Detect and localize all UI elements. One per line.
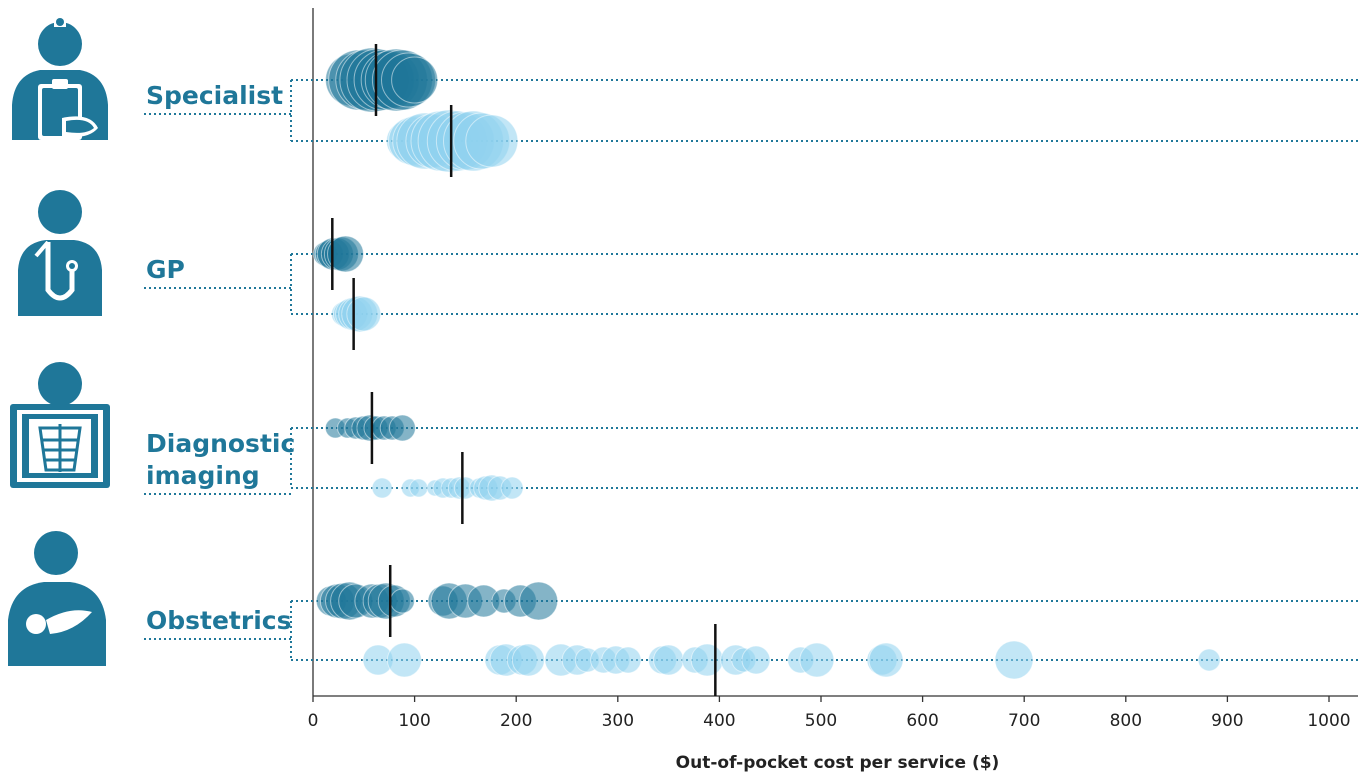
plot-area: 0 100 200 300 400 500 600 700 800 900 1000 Out-of-p… [144, 8, 1358, 773]
bubble-dark [388, 414, 416, 442]
x-tick-label: 100 [398, 711, 430, 731]
bubble-dark [391, 56, 439, 104]
bubble-light [371, 477, 393, 499]
bubble-dark [389, 588, 415, 614]
x-tick-label: 700 [1008, 711, 1040, 731]
bubble-light [511, 643, 545, 677]
x-tick-label: 200 [500, 711, 532, 731]
category-label: Obstetrics [146, 606, 291, 635]
bubble-light [741, 645, 771, 675]
category-icons [8, 18, 110, 666]
x-tick-label: 300 [602, 711, 634, 731]
bubble-light [614, 646, 642, 674]
bubble-light [653, 644, 685, 676]
bubble-light [465, 114, 519, 168]
x-tick-label: 800 [1110, 711, 1142, 731]
x-tick-label: 500 [805, 711, 837, 731]
category-label: GP [146, 255, 185, 284]
bubble-light [690, 643, 724, 677]
bubble-light [386, 642, 422, 678]
x-tick-label: 600 [906, 711, 938, 731]
x-axis-title: Out-of-pocket cost per service ($) [676, 753, 1000, 773]
x-tick-label: 0 [308, 711, 319, 731]
x-tick-label: 1000 [1307, 711, 1350, 731]
bubble-light [799, 642, 835, 678]
diagnostic-imaging-xray-icon [10, 362, 110, 488]
bubble-dark [519, 581, 559, 621]
bubble-dark [327, 235, 364, 273]
x-tick-label: 400 [703, 711, 735, 731]
gp-stethoscope-icon [18, 190, 102, 316]
specialist-clipboard-icon [12, 18, 108, 140]
category-label: Specialist [146, 81, 283, 110]
category-label: imaging [146, 461, 260, 490]
category-label: Diagnostic [146, 429, 295, 458]
bubble-light [868, 642, 904, 678]
bubble-light [1197, 648, 1221, 672]
bubble-light [409, 478, 429, 498]
obstetrics-baby-icon [8, 531, 106, 666]
bubble-light [346, 296, 382, 332]
bubble-light [994, 640, 1034, 680]
x-tick-label: 900 [1211, 711, 1243, 731]
bubble-light [500, 476, 524, 500]
